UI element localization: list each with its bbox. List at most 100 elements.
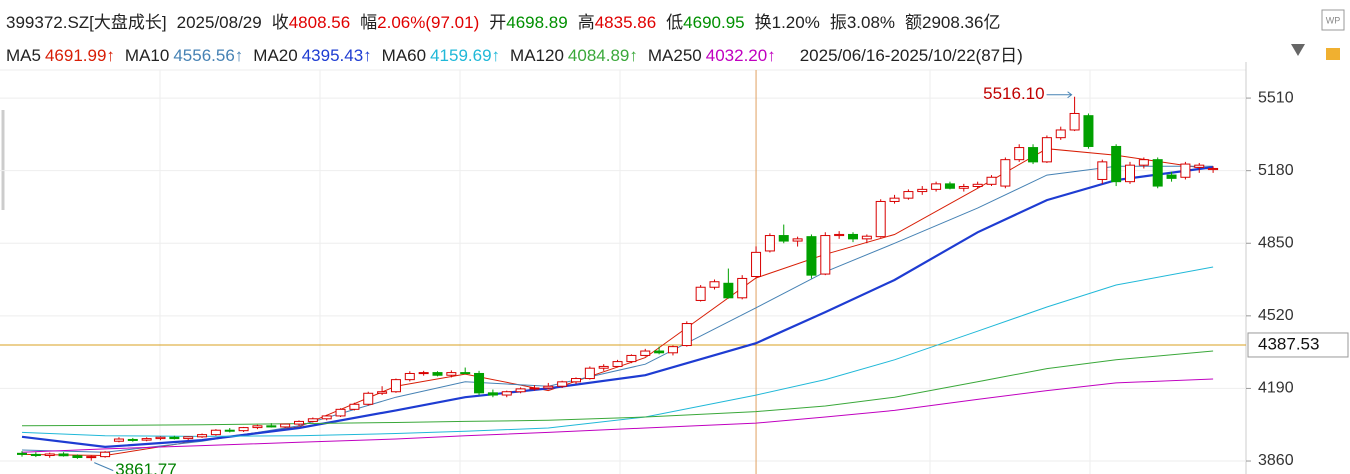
legend-value: 4395.43↑ <box>301 46 372 65</box>
candle-body <box>1166 174 1177 179</box>
header-label: 低 <box>666 13 684 32</box>
candle-body <box>30 453 41 457</box>
lock-icon[interactable] <box>1326 48 1340 60</box>
price-tag-label: 4387.53 <box>1258 334 1319 353</box>
candle-body <box>335 408 346 417</box>
candle-body <box>266 425 277 428</box>
legend-value: 4032.20↑ <box>705 46 776 65</box>
price-tag <box>1247 332 1349 358</box>
candle-body <box>640 350 651 356</box>
candle-body <box>1041 137 1052 163</box>
candle-body <box>390 379 401 393</box>
candle-body <box>861 235 872 240</box>
y-tick-label: 5510 <box>1258 89 1294 106</box>
candle-body <box>280 423 291 428</box>
candle-body <box>349 403 360 410</box>
header-value: 2.06%(97.01) <box>377 13 480 32</box>
candle-body <box>474 372 485 394</box>
candle-body <box>127 438 138 441</box>
y-tick-label: 3860 <box>1258 452 1294 469</box>
candle-body <box>903 191 914 199</box>
candle-body <box>501 391 512 396</box>
candle-body <box>1083 115 1094 147</box>
candle-body <box>612 361 623 367</box>
candle-body <box>917 188 928 193</box>
ma-line <box>21 165 1214 453</box>
legend-name: MA5 <box>6 46 41 65</box>
ma-line <box>21 148 1214 457</box>
header-label: 收 <box>271 13 289 32</box>
y-tick-label: 4520 <box>1258 307 1294 324</box>
candle-body <box>958 186 969 189</box>
candle-body <box>1097 161 1108 180</box>
candle-body <box>778 235 789 242</box>
ma-legend: MA5 4691.99↑ MA10 4556.56↑ MA20 4395.43↑ MA60 4… <box>6 41 1033 66</box>
header-label: 开 <box>489 13 507 32</box>
candle-body <box>875 200 886 238</box>
header-value: 4698.89 <box>506 13 568 32</box>
candle-body <box>972 183 983 188</box>
candle-body <box>238 427 249 432</box>
low-label: 3861.77 <box>115 460 176 474</box>
candle-body <box>58 453 69 457</box>
high-label: 5516.10 <box>983 84 1044 103</box>
candle-body <box>169 436 180 440</box>
candle-body <box>695 286 706 301</box>
legend-value: 4084.89↑ <box>567 46 638 65</box>
candle-body <box>1138 159 1149 166</box>
date-range: 2025/06/16-2025/10/22(87日) <box>799 46 1023 65</box>
candle-body <box>183 436 194 440</box>
header-text: 2025/08/29 <box>176 13 262 32</box>
header-text: 399372.SZ[大盘成长] <box>6 13 167 32</box>
candle-body <box>252 425 263 429</box>
y-tick-label: 4190 <box>1258 380 1294 397</box>
candle-body <box>820 235 831 275</box>
candle-body <box>363 392 374 405</box>
candle-body <box>889 197 900 202</box>
candle-body <box>404 372 415 381</box>
candle-body <box>197 434 208 438</box>
candle-body <box>626 354 637 363</box>
candle-body <box>1125 164 1135 183</box>
header-label: 高 <box>577 13 595 32</box>
candle-body <box>141 438 152 441</box>
header-value: 4690.95 <box>683 13 745 32</box>
candle-body <box>432 372 443 376</box>
candle-body <box>1014 147 1025 161</box>
high-pointer <box>1046 91 1073 99</box>
dropdown[interactable] <box>1291 44 1305 56</box>
header-label: 幅 <box>360 13 378 32</box>
header-value: 1.20% <box>771 13 820 32</box>
candle-body <box>1194 164 1205 168</box>
candle-body <box>1055 129 1066 139</box>
y-tick-label: 4850 <box>1258 234 1294 251</box>
legend-name: MA250 <box>647 46 702 65</box>
legend-value: 4556.56↑ <box>173 46 244 65</box>
header-value: 4808.56 <box>288 13 351 32</box>
candle-body <box>944 183 955 189</box>
candle-body <box>723 282 734 299</box>
candle-body <box>1111 145 1122 183</box>
y-tick-label: 5180 <box>1258 162 1294 179</box>
candle-body <box>210 429 221 436</box>
candle-body <box>806 236 817 276</box>
candle-body <box>834 233 845 237</box>
candle-body <box>1069 112 1080 131</box>
candle-body <box>571 378 581 383</box>
candle-body <box>1208 167 1219 171</box>
wp-icon[interactable] <box>1321 9 1345 31</box>
header-value: 3.08% <box>846 13 896 32</box>
legend-name: MA120 <box>510 46 564 65</box>
candle-body <box>1180 163 1191 178</box>
candle-body <box>764 235 775 252</box>
candle-body <box>1000 159 1011 187</box>
candle-body <box>584 367 595 380</box>
legend-name: MA20 <box>253 46 298 65</box>
candle-body <box>654 350 665 354</box>
legend-value: 4159.69↑ <box>430 46 501 65</box>
candle-body <box>100 451 111 458</box>
candle-body <box>557 381 568 387</box>
header-label: 换 <box>754 13 772 32</box>
candle-body <box>155 436 166 440</box>
candle-body <box>307 418 318 422</box>
